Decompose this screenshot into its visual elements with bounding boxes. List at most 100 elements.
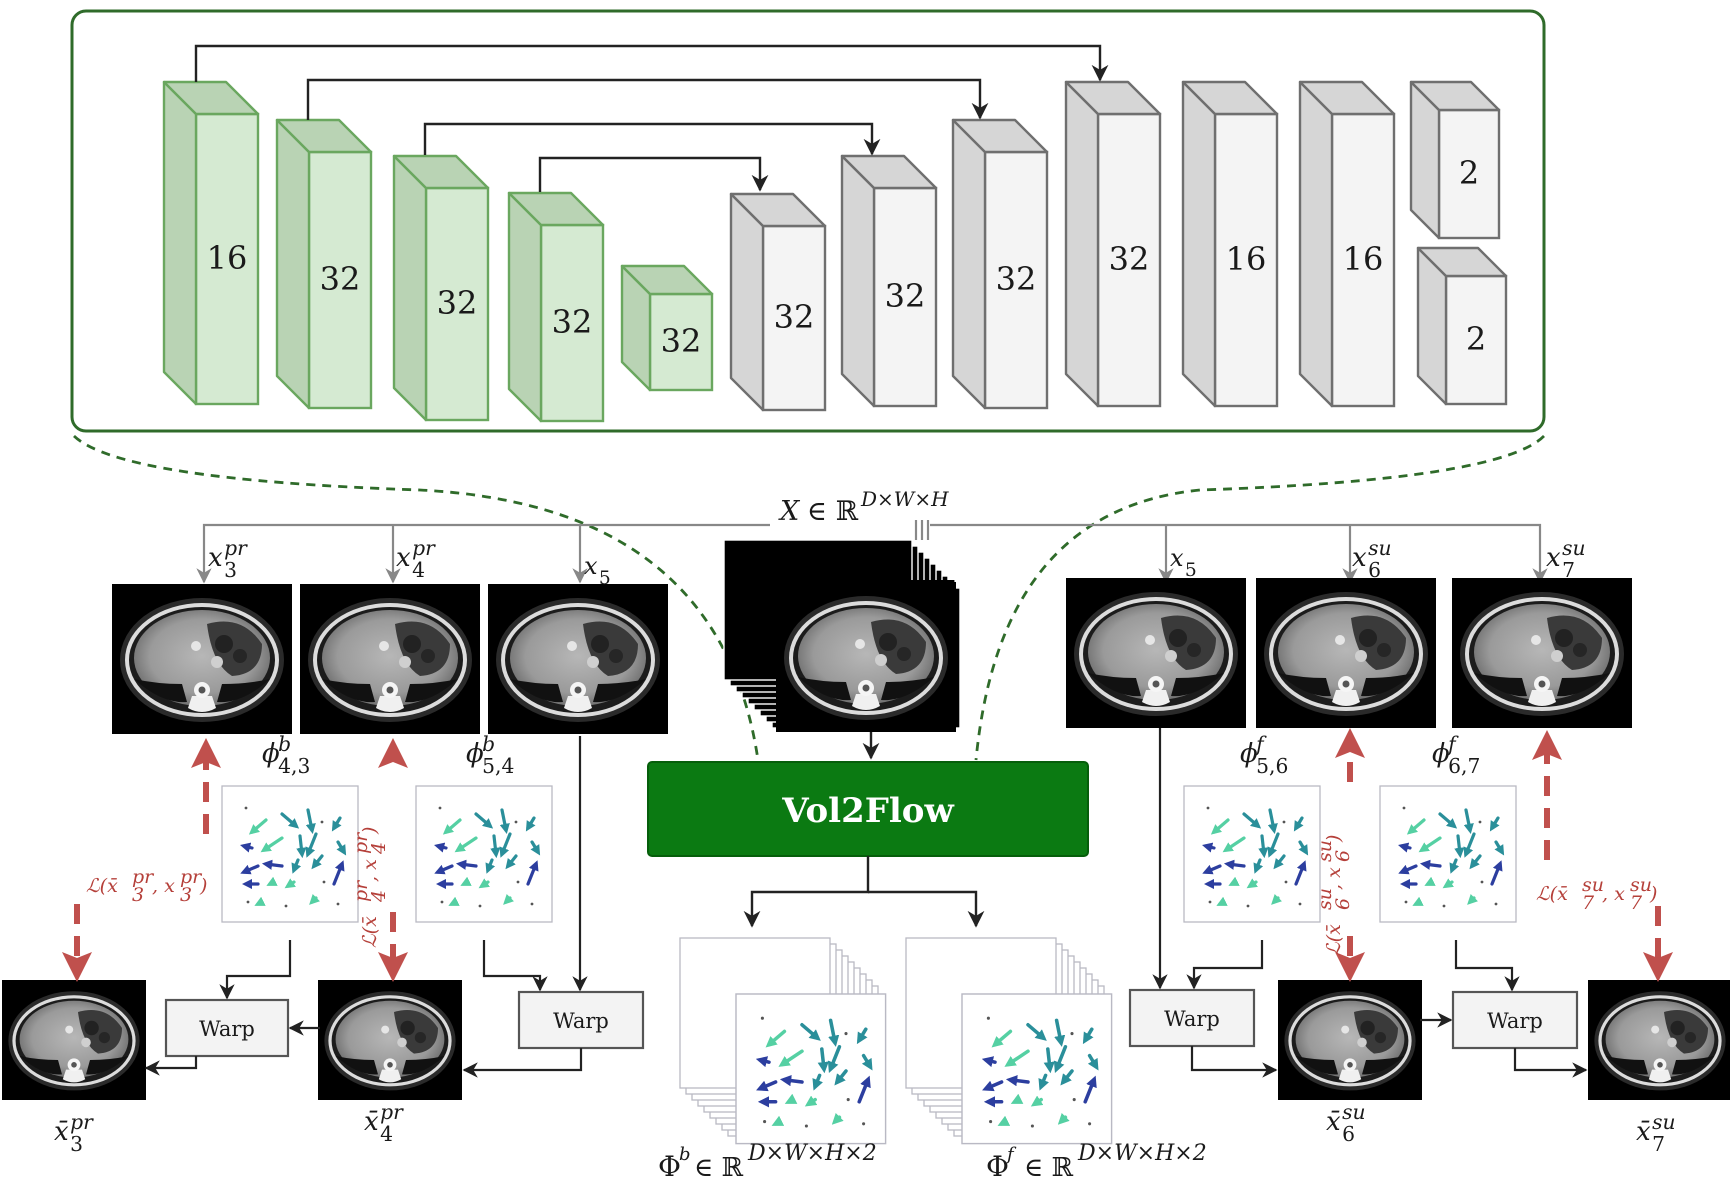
svg-text:5,4: 5,4 xyxy=(482,754,514,778)
input-slice-x3-pr xyxy=(112,584,292,734)
skip-connection-3 xyxy=(423,122,881,156)
encoder-block-1: 16 xyxy=(162,80,260,406)
encoder-block-3: 32 xyxy=(392,154,490,422)
warp-box-right-1: Warp xyxy=(1128,988,1256,1048)
svg-text:b: b xyxy=(679,1144,691,1165)
svg-text:su: su xyxy=(1314,888,1336,910)
module-output-arrows xyxy=(743,856,985,928)
flow-field-phi-f-6-7 xyxy=(1380,786,1516,922)
encoder-block-3-label: 32 xyxy=(437,284,478,322)
svg-text:Φ: Φ xyxy=(658,1150,681,1183)
svg-text:4,3: 4,3 xyxy=(278,754,310,778)
svg-text:Warp: Warp xyxy=(553,1009,609,1033)
decoder-block-6-label: 16 xyxy=(1343,240,1384,278)
label-flow-56: ϕf5,6 xyxy=(1240,732,1288,778)
backward-flow-stack xyxy=(679,937,886,1144)
warped-slice-x4-pr xyxy=(318,980,462,1100)
encoder-block-4-label: 32 xyxy=(552,303,593,341)
svg-text:Warp: Warp xyxy=(1487,1009,1543,1033)
loss-arrows xyxy=(62,728,1673,982)
decoder-block-5: 16 xyxy=(1181,80,1279,408)
vol2flow-label: Vol2Flow xyxy=(781,791,954,831)
svg-text:pr: pr xyxy=(132,866,155,888)
svg-text:pr: pr xyxy=(70,1110,94,1134)
svg-text:∈ ℝ: ∈ ℝ xyxy=(1024,1153,1074,1183)
decoder-block-4-label: 32 xyxy=(1109,240,1150,278)
svg-text:6: 6 xyxy=(1332,898,1354,910)
svg-text:x: x xyxy=(1546,543,1561,573)
svg-text:pr: pr xyxy=(224,536,248,560)
label-warped-3: x̄ pr3 xyxy=(54,1110,94,1156)
svg-text:6,7: 6,7 xyxy=(1448,754,1480,778)
svg-text:x̄: x̄ xyxy=(54,1117,69,1147)
svg-text:x: x xyxy=(584,552,598,580)
backward-flow-label: Φ b ∈ ℝ D×W×H×2 xyxy=(658,1141,877,1183)
svg-text:): ) xyxy=(1323,835,1345,843)
svg-text:7: 7 xyxy=(1562,558,1575,582)
svg-text:su: su xyxy=(1562,536,1585,560)
svg-text:X: X xyxy=(778,496,801,527)
svg-text:pr: pr xyxy=(350,879,372,902)
svg-text:su: su xyxy=(1342,1100,1365,1124)
svg-text:, x: , x xyxy=(1323,867,1345,890)
warp-box-left-2: Warp xyxy=(517,990,645,1050)
svg-text:Φ: Φ xyxy=(986,1150,1009,1183)
svg-text:ϕ: ϕ xyxy=(1432,739,1450,769)
decoder-block-3-label: 32 xyxy=(996,260,1037,298)
svg-text:3: 3 xyxy=(132,884,144,906)
svg-text:f: f xyxy=(1446,732,1459,756)
svg-text:pr: pr xyxy=(180,866,203,888)
skip-connection-2 xyxy=(306,78,989,120)
flow-field-phi-b-4-3 xyxy=(222,786,358,922)
svg-text:7: 7 xyxy=(1630,892,1643,914)
svg-text:4: 4 xyxy=(380,1122,393,1146)
label-warped-7: x̄ su7 xyxy=(1636,1110,1676,1156)
svg-text:, x: , x xyxy=(152,875,175,897)
output-head-1: 2 xyxy=(1409,80,1501,240)
svg-text:3: 3 xyxy=(224,558,237,582)
output-head-1-label: 2 xyxy=(1459,154,1479,192)
svg-text:su: su xyxy=(1314,840,1336,862)
decoder-block-5-label: 16 xyxy=(1226,240,1267,278)
svg-text:x: x xyxy=(208,543,223,573)
input-slice-x7-su xyxy=(1452,578,1632,728)
svg-text:f: f xyxy=(1254,732,1267,756)
svg-text:4: 4 xyxy=(368,890,390,903)
svg-text:x: x xyxy=(396,543,411,573)
label-flow-43: ϕb4,3 xyxy=(262,732,310,778)
warp-box-left-1: Warp xyxy=(164,998,290,1058)
decoder-block-1: 32 xyxy=(729,192,827,412)
label-warped-6: x̄ su6 xyxy=(1326,1100,1366,1146)
svg-text:7: 7 xyxy=(1652,1132,1665,1156)
svg-text:ℒ(x̄: ℒ(x̄ xyxy=(1536,883,1568,905)
svg-text:∈ ℝ: ∈ ℝ xyxy=(694,1153,744,1183)
svg-text:4: 4 xyxy=(368,842,390,855)
label-slice-l3: x pr3 xyxy=(208,536,248,582)
encoder-block-2-label: 32 xyxy=(320,260,361,298)
warp-data-flow xyxy=(144,728,1588,1078)
svg-text:7: 7 xyxy=(1582,892,1595,914)
svg-text:): ) xyxy=(1649,883,1657,905)
svg-text:3: 3 xyxy=(70,1132,83,1156)
network-blocks: 16 32 32 32 32 32 32 32 32 16 16 2 2 xyxy=(162,80,1508,423)
label-slice-l4: x pr4 xyxy=(396,536,436,582)
svg-text:D×W×H×2: D×W×H×2 xyxy=(747,1141,877,1166)
encoder-block-2: 32 xyxy=(275,118,373,410)
skip-connections xyxy=(194,44,1109,192)
flow-field-phi-b-5-4 xyxy=(416,786,552,922)
svg-text:Warp: Warp xyxy=(199,1017,255,1041)
skip-connection-1 xyxy=(194,44,1109,82)
svg-text:, x: , x xyxy=(1602,883,1625,905)
svg-text:ℒ(x̄: ℒ(x̄ xyxy=(359,916,381,948)
svg-text:pr: pr xyxy=(350,831,372,854)
encoder-block-5-label: 32 xyxy=(661,322,702,360)
svg-text:pr: pr xyxy=(380,1100,404,1124)
decoder-block-3: 32 xyxy=(951,118,1049,410)
input-slice-x6-su xyxy=(1256,578,1436,728)
